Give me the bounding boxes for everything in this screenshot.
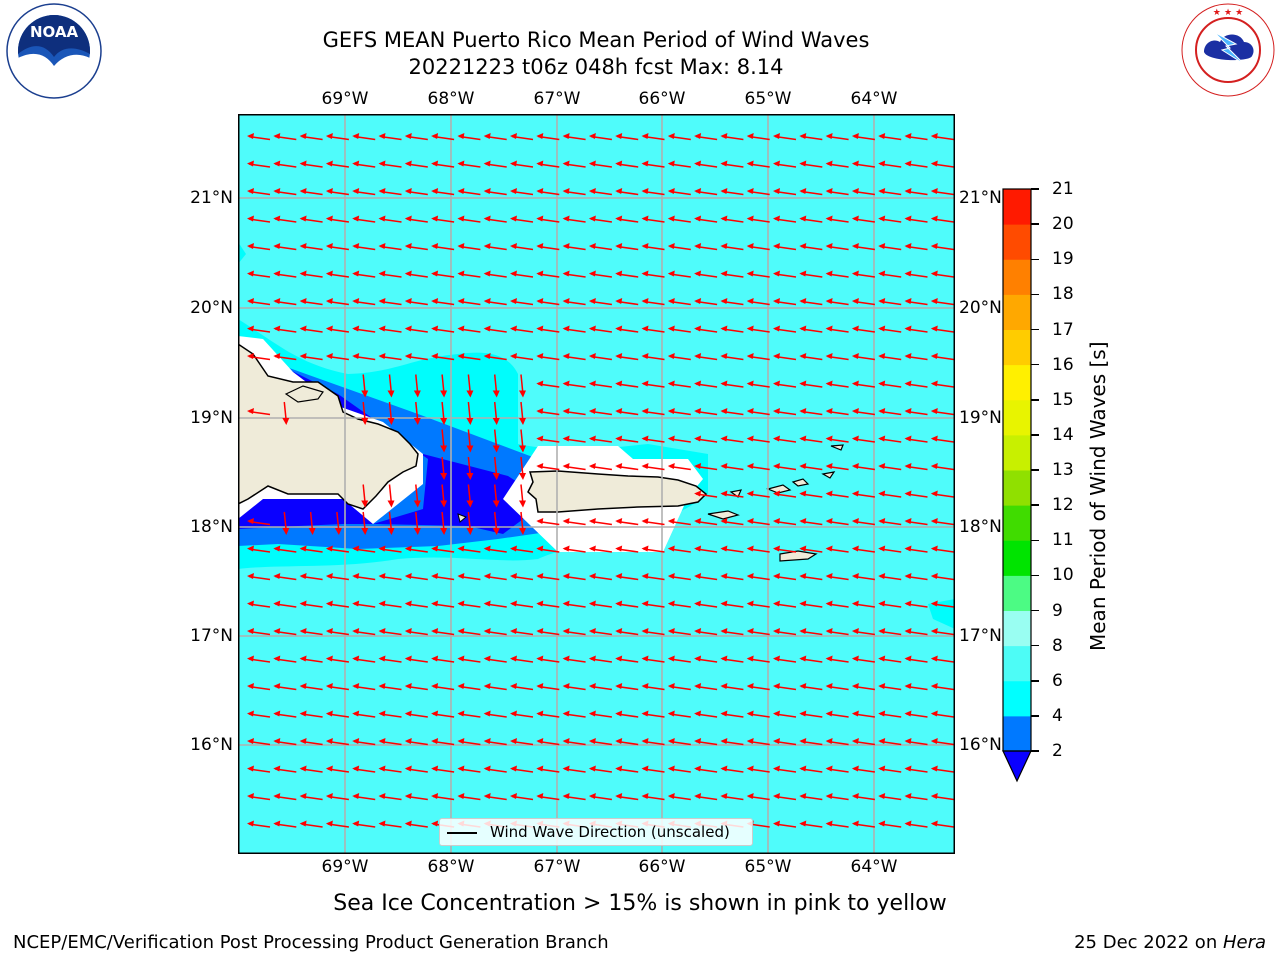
lon-label-top-67w: 67°W	[533, 89, 581, 109]
colorbar-tick-mark	[1031, 258, 1039, 260]
map-legend: Wind Wave Direction (unscaled)	[439, 818, 753, 846]
lat-label-right-18n: 18°N	[959, 517, 1002, 537]
lat-label-left-18n: 18°N	[190, 517, 233, 537]
lon-label-top-68w: 68°W	[427, 89, 475, 109]
lon-label-bottom-67w: 67°W	[533, 857, 581, 877]
noaa-logo: NOAA	[4, 2, 104, 102]
lat-label-right-17n: 17°N	[959, 626, 1002, 646]
lat-label-left-19n: 19°N	[190, 408, 233, 428]
colorbar-extend-arrow	[1002, 750, 1032, 783]
svg-text:★ ★ ★: ★ ★ ★	[1213, 8, 1243, 18]
lat-label-right-20n: 20°N	[959, 298, 1002, 318]
colorbar-segment	[1003, 399, 1031, 436]
footer-date-text: 25 Dec 2022 on	[1074, 932, 1223, 953]
lon-label-bottom-65w: 65°W	[744, 857, 792, 877]
colorbar-label: Mean Period of Wind Waves [s]	[1086, 341, 1110, 651]
lon-label-top-64w: 64°W	[850, 89, 898, 109]
colorbar-tick-mark	[1031, 188, 1039, 190]
colorbar-tick-mark	[1031, 223, 1039, 225]
colorbar-tick-mark	[1031, 680, 1039, 682]
colorbar-tick-mark	[1031, 434, 1039, 436]
lat-label-right-21n: 21°N	[959, 188, 1002, 208]
colorbar-tick-mark	[1031, 328, 1039, 331]
colorbar-segment	[1003, 224, 1031, 260]
colorbar-tick-label: 8	[1052, 635, 1063, 656]
colorbar-segment	[1003, 294, 1031, 331]
colorbar-segment	[1003, 470, 1031, 506]
lon-label-bottom-69w: 69°W	[321, 857, 369, 877]
colorbar-tick-label: 14	[1052, 424, 1074, 445]
colorbar-tick-label: 9	[1052, 600, 1063, 621]
colorbar-tick-label: 17	[1052, 319, 1074, 340]
chart-title-line2: 20221223 t06z 048h fcst Max: 8.14	[408, 55, 784, 79]
colorbar-tick-mark	[1031, 750, 1039, 752]
lat-label-right-19n: 19°N	[959, 408, 1002, 428]
colorbar-tick-mark	[1031, 293, 1039, 296]
lon-label-bottom-66w: 66°W	[638, 857, 686, 877]
colorbar-segment	[1003, 715, 1031, 752]
colorbar-tick-mark	[1031, 644, 1039, 647]
chart-title-line1: GEFS MEAN Puerto Rico Mean Period of Win…	[322, 28, 870, 52]
colorbar-tick-mark	[1031, 363, 1039, 366]
lat-label-right-16n: 16°N	[959, 735, 1002, 755]
colorbar-tick-label: 6	[1052, 670, 1063, 691]
lon-label-top-66w: 66°W	[638, 89, 686, 109]
colorbar-tick-label: 11	[1052, 530, 1074, 551]
colorbar-segment	[1003, 189, 1031, 225]
colorbar-tick-label: 2	[1052, 741, 1063, 761]
lat-label-left-17n: 17°N	[190, 626, 233, 646]
lon-label-top-69w: 69°W	[321, 89, 369, 109]
lon-label-top-65w: 65°W	[744, 89, 792, 109]
lat-label-left-21n: 21°N	[190, 188, 233, 208]
colorbar-segment	[1003, 329, 1031, 366]
graticule	[238, 114, 955, 854]
footer-host: Hera	[1222, 932, 1266, 953]
wave-period-map	[238, 114, 955, 854]
colorbar-tick-mark	[1031, 469, 1039, 471]
colorbar-tick-label: 20	[1052, 214, 1074, 235]
colorbar-tick-mark	[1031, 609, 1039, 612]
colorbar-segment	[1003, 434, 1031, 471]
colorbar-segment	[1003, 540, 1031, 576]
colorbar	[1002, 188, 1032, 783]
colorbar-tick-label: 16	[1052, 354, 1074, 375]
colorbar-tick-mark	[1031, 715, 1039, 717]
lat-label-left-16n: 16°N	[190, 735, 233, 755]
colorbar-tick-label: 13	[1052, 460, 1074, 480]
colorbar-tick-label: 4	[1052, 705, 1063, 726]
lat-label-left-20n: 20°N	[190, 298, 233, 318]
colorbar-tick-mark	[1031, 399, 1039, 401]
nws-logo: ★ ★ ★	[1178, 2, 1278, 102]
legend-line-swatch	[447, 832, 477, 834]
colorbar-tick-label: 12	[1052, 495, 1074, 516]
colorbar-tick-mark	[1031, 504, 1039, 506]
colorbar-tick-label: 10	[1052, 565, 1074, 586]
lon-label-bottom-64w: 64°W	[850, 857, 898, 877]
noaa-logo-text: NOAA	[30, 23, 79, 41]
colorbar-tick-label: 18	[1052, 284, 1074, 305]
sea-ice-note: Sea Ice Concentration > 15% is shown in …	[333, 891, 947, 916]
colorbar-tick-mark	[1031, 539, 1039, 541]
land-hispaniola	[238, 343, 419, 510]
colorbar-segment	[1003, 364, 1031, 401]
colorbar-segment	[1003, 575, 1031, 612]
lon-label-bottom-68w: 68°W	[427, 857, 475, 877]
colorbar-tick-label: 19	[1052, 249, 1074, 270]
colorbar-segment	[1003, 680, 1031, 717]
colorbar-segment	[1003, 645, 1031, 682]
legend-label: Wind Wave Direction (unscaled)	[490, 823, 730, 841]
colorbar-segment	[1003, 259, 1031, 295]
band-2-4s	[238, 369, 530, 534]
colorbar-segment	[1003, 610, 1031, 647]
colorbar-tick-label: 21	[1052, 179, 1074, 199]
colorbar-segment	[1003, 505, 1031, 541]
colorbar-tick-mark	[1031, 574, 1039, 577]
colorbar-tick-label: 15	[1052, 389, 1074, 410]
footer-branch: NCEP/EMC/Verification Post Processing Pr…	[13, 932, 609, 953]
footer-date: 25 Dec 2022 on Hera	[1074, 932, 1266, 953]
